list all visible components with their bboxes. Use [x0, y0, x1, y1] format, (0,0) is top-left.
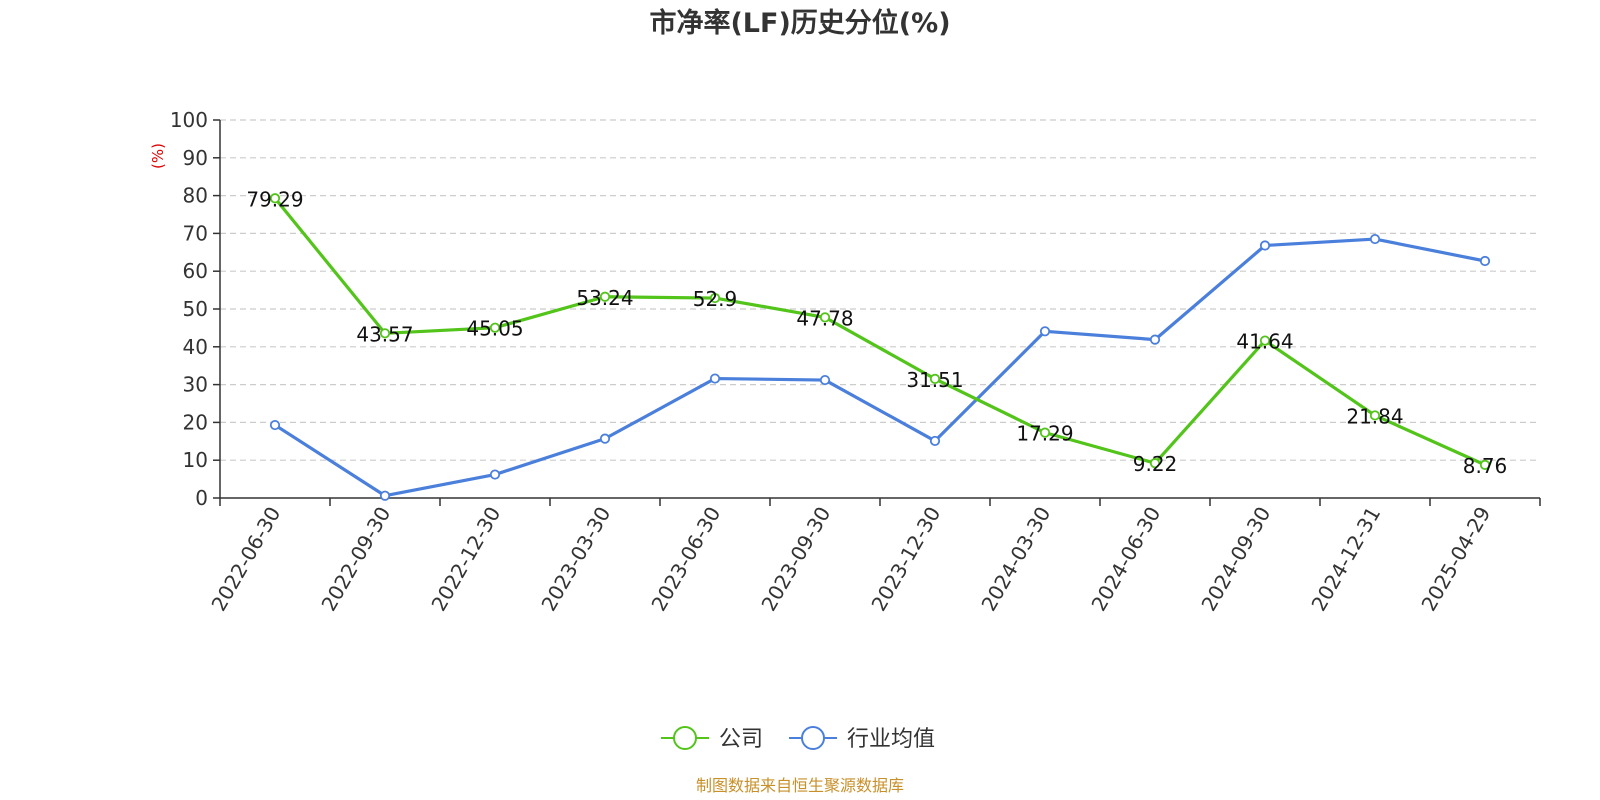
y-tick-label: 40 — [183, 335, 208, 359]
data-point — [599, 291, 611, 302]
x-tick-label: 2022-09-30 — [316, 503, 395, 616]
data-point — [709, 292, 721, 304]
x-tick-label: 2024-06-30 — [1086, 503, 1165, 616]
data-labels: 79.29 43.57 45.05 53.24 52.9 47.78 31.51 17.29 9… — [246, 187, 1507, 478]
data-label: 45.05 — [466, 317, 523, 341]
data-label: 52.9 — [693, 287, 738, 311]
grid — [220, 119, 1540, 461]
data-point — [1259, 335, 1271, 346]
data-point — [379, 490, 391, 501]
series-line — [274, 237, 1486, 498]
y-tick-label: 20 — [183, 410, 208, 434]
data-label: 17.29 — [1016, 422, 1073, 446]
data-point — [1149, 458, 1161, 469]
legend-label: 公司 — [719, 727, 763, 752]
data-label: 21.84 — [1346, 404, 1403, 428]
data-point — [489, 469, 501, 480]
x-tick-label: 2023-06-30 — [646, 503, 725, 616]
data-point — [1479, 459, 1491, 470]
data-label: 79.29 — [246, 187, 303, 211]
y-ticks: 0 10 20 30 40 50 60 70 80 90 100 — [170, 108, 220, 510]
x-tick-label: 2025-04-29 — [1416, 503, 1495, 616]
data-label: 43.57 — [356, 322, 413, 346]
y-axis-unit: (%) — [149, 143, 167, 169]
y-tick-label: 60 — [183, 259, 208, 283]
x-ticks: 2022-06-30 2022-09-30 2022-12-30 2023-03-30… — [206, 498, 1541, 616]
legend-swatch-marker — [673, 726, 697, 750]
y-tick-label: 90 — [183, 146, 208, 170]
x-tick-label: 2022-12-30 — [426, 503, 505, 616]
data-point — [929, 373, 941, 384]
data-label: 8.76 — [1463, 454, 1508, 478]
y-tick-label: 0 — [195, 486, 208, 510]
y-tick-label: 100 — [170, 108, 208, 132]
legend-label: 行业均值 — [847, 727, 935, 752]
series-layer — [269, 193, 1491, 501]
data-point — [709, 373, 721, 384]
data-label: 31.51 — [906, 368, 963, 392]
chart-title: 市净率(LF)历史分位(%) — [649, 7, 950, 39]
data-label: 9.22 — [1133, 452, 1178, 476]
data-point — [1259, 240, 1271, 251]
data-point — [819, 374, 831, 386]
x-tick-label: 2024-03-30 — [976, 503, 1055, 616]
y-tick-label: 50 — [183, 297, 208, 321]
y-tick-label: 70 — [183, 221, 208, 245]
x-tick-label: 2023-12-30 — [866, 503, 945, 616]
data-point — [489, 322, 501, 333]
legend-swatch-marker — [801, 726, 825, 750]
data-point — [1369, 410, 1381, 421]
x-tick-label: 2023-09-30 — [756, 503, 835, 616]
legend: 公司 行业均值 — [661, 726, 935, 752]
x-tick-label: 2024-09-30 — [1196, 503, 1275, 616]
y-tick-label: 30 — [183, 373, 208, 397]
y-tick-label: 10 — [183, 448, 208, 472]
x-tick-label: 2024-12-31 — [1306, 503, 1385, 616]
data-point — [929, 435, 941, 447]
source-note: 制图数据来自恒生聚源数据库 — [696, 776, 904, 795]
data-label: 47.78 — [796, 306, 853, 330]
data-label: 41.64 — [1236, 330, 1293, 354]
data-point — [269, 419, 281, 431]
data-label: 53.24 — [576, 286, 633, 310]
data-point — [1479, 255, 1491, 267]
data-point — [269, 193, 281, 204]
data-point — [379, 328, 391, 339]
data-point — [1039, 427, 1051, 438]
y-tick-label: 80 — [183, 184, 208, 208]
data-point — [599, 433, 611, 444]
series-line — [273, 197, 1486, 467]
data-point — [1369, 233, 1381, 245]
data-point — [1149, 334, 1161, 345]
data-point — [819, 312, 831, 323]
x-tick-label: 2022-06-30 — [206, 503, 285, 616]
data-point — [1039, 326, 1051, 337]
x-tick-label: 2023-03-30 — [536, 503, 615, 616]
